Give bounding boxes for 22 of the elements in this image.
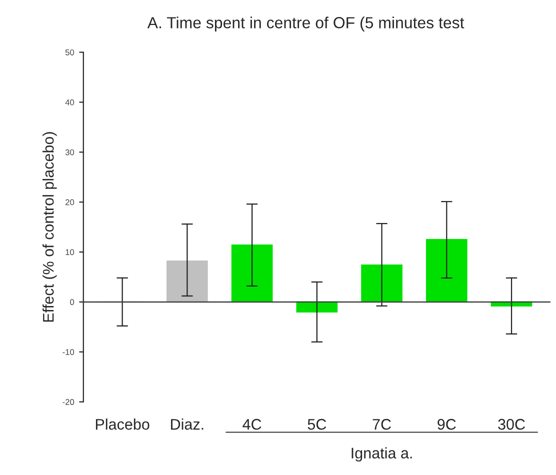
x-tick-label: 7C: [372, 418, 391, 430]
y-tick-label: 30: [65, 149, 74, 156]
x-tick-label: 4C: [242, 418, 262, 430]
x-tick-label: Placebo: [96, 418, 150, 430]
bar: [166, 260, 208, 303]
text: Ignatia a.: [352, 447, 412, 462]
y-tick-label: -10: [62, 349, 74, 356]
y-tick-label: 50: [65, 49, 74, 56]
y-tick-label: 10: [66, 249, 74, 256]
x-tick-label: Diaz.: [171, 418, 204, 430]
y-tick-label: 20: [66, 199, 74, 206]
bar: [231, 244, 273, 303]
y-tick-label: 40: [65, 99, 74, 106]
x-tick-label: 30C: [498, 418, 525, 430]
y-axis-title: Effect (% of control placebo): [42, 132, 57, 322]
chart-title: A. Time spent in centre of OF (5 minutes test: [147, 16, 464, 32]
x-tick-label: 9C: [438, 418, 456, 430]
bar: [361, 264, 402, 303]
x-tick-label: 5C: [308, 418, 326, 430]
y-tick-label: -20: [62, 399, 74, 405]
y-tick-label: 0: [70, 299, 74, 306]
bar: [426, 238, 468, 303]
